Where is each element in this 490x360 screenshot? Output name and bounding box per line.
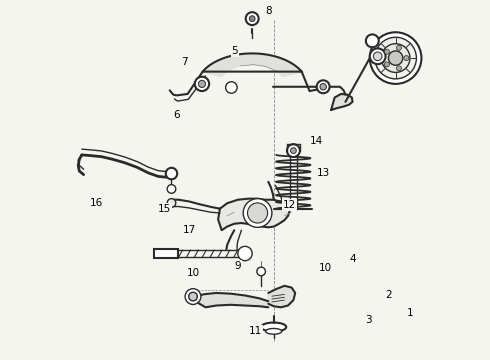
Circle shape: [287, 144, 300, 157]
Text: 9: 9: [235, 261, 241, 271]
Text: 17: 17: [183, 225, 196, 235]
Text: 15: 15: [158, 204, 171, 214]
Circle shape: [366, 35, 379, 47]
Circle shape: [245, 12, 259, 25]
Circle shape: [225, 82, 237, 93]
Circle shape: [167, 199, 176, 207]
Circle shape: [291, 148, 296, 153]
Circle shape: [247, 203, 268, 223]
Circle shape: [370, 48, 386, 64]
Circle shape: [167, 185, 176, 193]
Circle shape: [389, 51, 403, 65]
Text: 14: 14: [310, 136, 323, 145]
Text: 8: 8: [265, 6, 271, 17]
FancyBboxPatch shape: [153, 249, 178, 258]
Circle shape: [370, 32, 421, 84]
Text: 3: 3: [366, 315, 372, 325]
Polygon shape: [269, 286, 295, 307]
Text: 16: 16: [90, 198, 103, 208]
Circle shape: [257, 267, 266, 276]
Circle shape: [189, 292, 197, 301]
Circle shape: [396, 66, 401, 71]
Text: 10: 10: [186, 268, 199, 278]
Circle shape: [238, 246, 252, 261]
Polygon shape: [197, 293, 269, 307]
Polygon shape: [331, 94, 353, 110]
Text: 7: 7: [181, 57, 187, 67]
Text: 12: 12: [283, 200, 296, 210]
Circle shape: [249, 16, 255, 22]
Circle shape: [198, 80, 205, 87]
Circle shape: [373, 52, 382, 60]
Circle shape: [195, 77, 209, 91]
Circle shape: [185, 289, 201, 305]
Text: 1: 1: [407, 308, 413, 318]
Circle shape: [384, 49, 390, 54]
Circle shape: [375, 37, 416, 79]
Text: 6: 6: [173, 111, 180, 121]
Bar: [290, 155, 297, 209]
Text: 10: 10: [319, 263, 332, 273]
Ellipse shape: [266, 328, 282, 334]
Circle shape: [404, 55, 409, 60]
Circle shape: [166, 168, 177, 179]
Polygon shape: [203, 53, 302, 77]
Circle shape: [320, 84, 326, 90]
Text: 4: 4: [349, 254, 356, 264]
Circle shape: [384, 62, 390, 67]
Text: 11: 11: [249, 325, 262, 336]
Polygon shape: [218, 199, 290, 230]
Text: 13: 13: [317, 168, 331, 178]
Text: 2: 2: [385, 290, 392, 300]
Circle shape: [243, 199, 272, 227]
Text: 5: 5: [232, 46, 238, 56]
Circle shape: [381, 44, 410, 72]
Circle shape: [396, 45, 401, 50]
Ellipse shape: [261, 323, 286, 332]
Circle shape: [317, 80, 330, 93]
